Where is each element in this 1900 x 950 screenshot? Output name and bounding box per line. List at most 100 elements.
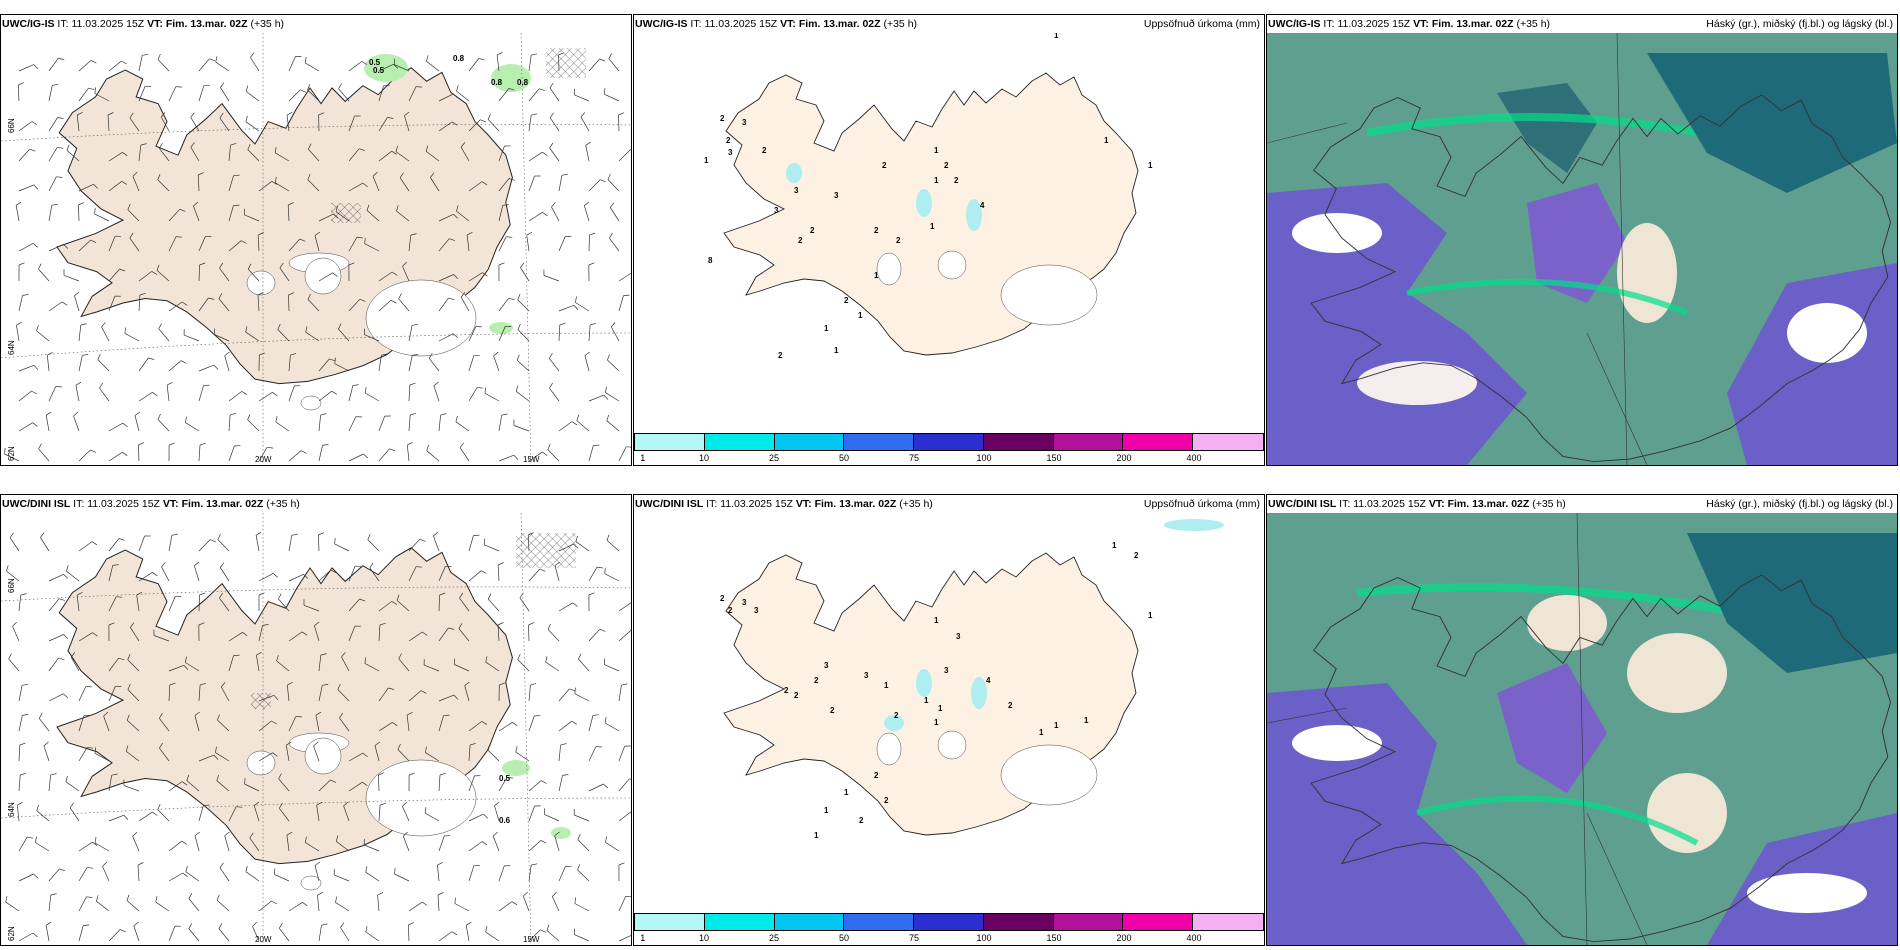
wind-barb-flag — [288, 292, 295, 296]
wind-barb — [6, 570, 20, 582]
wind-barb — [588, 324, 591, 342]
wind-barb — [526, 235, 530, 252]
wind-barb — [286, 835, 290, 852]
wind-barb — [484, 392, 500, 402]
wind-barb-flag — [318, 532, 325, 536]
wind-barb — [394, 64, 410, 72]
wind-barb-flag — [94, 87, 96, 94]
precip-map-number: 1 — [874, 271, 879, 280]
wind-barb-flag — [480, 119, 486, 123]
wind-barb — [426, 450, 440, 462]
wind-barb — [18, 364, 35, 372]
wind-barb-flag — [549, 82, 554, 88]
wind-barb — [318, 534, 320, 552]
wind-barb — [244, 214, 260, 222]
precip-map-number: 3 — [774, 206, 779, 215]
wind-barb — [425, 151, 440, 162]
wind-barb-flag — [396, 205, 399, 212]
wind-barb — [588, 445, 594, 462]
wind-barb-flag — [406, 711, 413, 716]
wind-barb — [8, 658, 20, 672]
wind-barb — [348, 148, 360, 162]
wind-barb — [168, 208, 181, 222]
wind-barb — [108, 451, 123, 462]
wind-barb-flag — [230, 143, 237, 146]
wind-barb — [577, 839, 590, 852]
wind-barb — [458, 628, 470, 642]
wind-barb-flag — [359, 598, 366, 602]
wind-barb — [123, 785, 140, 792]
wind-barb — [438, 297, 449, 312]
wind-barb-flag — [112, 564, 119, 566]
wind-barb-flag — [176, 236, 183, 238]
wind-barb — [604, 573, 620, 582]
wind-number: 0.8 — [491, 78, 503, 87]
wind-barb — [38, 718, 50, 732]
wind-barb-flag — [78, 202, 85, 206]
precip-map-number: 3 — [794, 186, 799, 195]
wind-barb-flag — [362, 781, 368, 786]
cloud-map — [1267, 33, 1897, 465]
wind-barb-flag — [409, 382, 416, 386]
wind-barb-flag — [506, 236, 513, 238]
wind-barb — [126, 720, 140, 732]
wind-barb-flag — [43, 741, 49, 747]
wind-barb — [454, 664, 470, 672]
wind-barb-flag — [50, 773, 57, 776]
wind-barb — [186, 780, 200, 792]
wind-barb — [108, 538, 120, 552]
wind-barb — [217, 539, 230, 552]
wind-barb-flag — [5, 896, 8, 903]
wind-map: 0.5 0.5 0.8 0.8 0.8 — [1, 33, 631, 465]
wind-barb-flag — [233, 174, 240, 177]
colorbar-segment — [635, 434, 705, 450]
wind-barb — [313, 745, 320, 762]
wind-barb — [138, 811, 153, 822]
wind-barb — [159, 148, 170, 162]
wind-barb-flag — [59, 598, 66, 601]
wind-barb — [197, 174, 200, 192]
wind-barb-flag — [188, 893, 193, 899]
wind-barb — [588, 628, 601, 642]
wind-barb — [394, 873, 410, 882]
wind-barb-flag — [547, 623, 551, 630]
wind-barb-flag — [90, 239, 97, 244]
wind-barb — [198, 444, 201, 462]
wind-barb-flag — [118, 657, 125, 661]
wind-barb — [48, 693, 64, 702]
wind-barb-flag — [383, 84, 390, 87]
wind-barb — [78, 686, 87, 702]
wind-barb-flag — [458, 623, 463, 629]
wind-barb — [12, 626, 20, 642]
wind-barb — [108, 775, 113, 792]
panel-header: UWC/IG-IS IT: 11.03.2025 15Z VT: Fim. 13… — [1268, 18, 1551, 30]
colorbar-segment — [704, 434, 775, 450]
wind-barb-flag — [140, 143, 147, 146]
wind-barb — [558, 688, 570, 702]
colorbar-segment — [774, 434, 845, 450]
wind-barb — [198, 754, 215, 762]
wind-barb — [618, 685, 622, 702]
wind-barb-flag — [575, 535, 578, 542]
wind-barb-flag — [259, 352, 266, 356]
wind-barb-flag — [158, 323, 162, 329]
wind-barb — [198, 805, 204, 822]
wind-barb — [288, 631, 303, 642]
wind-barb-flag — [190, 142, 195, 148]
wind-barb-flag — [580, 112, 586, 118]
wind-barb — [456, 210, 470, 222]
wind-barb — [378, 448, 390, 462]
wind-barb — [16, 805, 20, 822]
wind-barb-flag — [182, 301, 188, 306]
wind-barb-flag — [338, 83, 342, 89]
wind-barb-flag — [185, 865, 188, 872]
wind-barb-flag — [437, 892, 444, 896]
wind-barb — [407, 924, 410, 942]
wind-barb-flag — [365, 926, 368, 933]
wind-barb — [138, 145, 142, 162]
precip-map-number: 4 — [986, 676, 991, 685]
wind-barb — [438, 774, 441, 792]
wind-barb-flag — [273, 695, 279, 701]
wind-barb — [220, 567, 230, 582]
wind-barb — [438, 93, 454, 102]
